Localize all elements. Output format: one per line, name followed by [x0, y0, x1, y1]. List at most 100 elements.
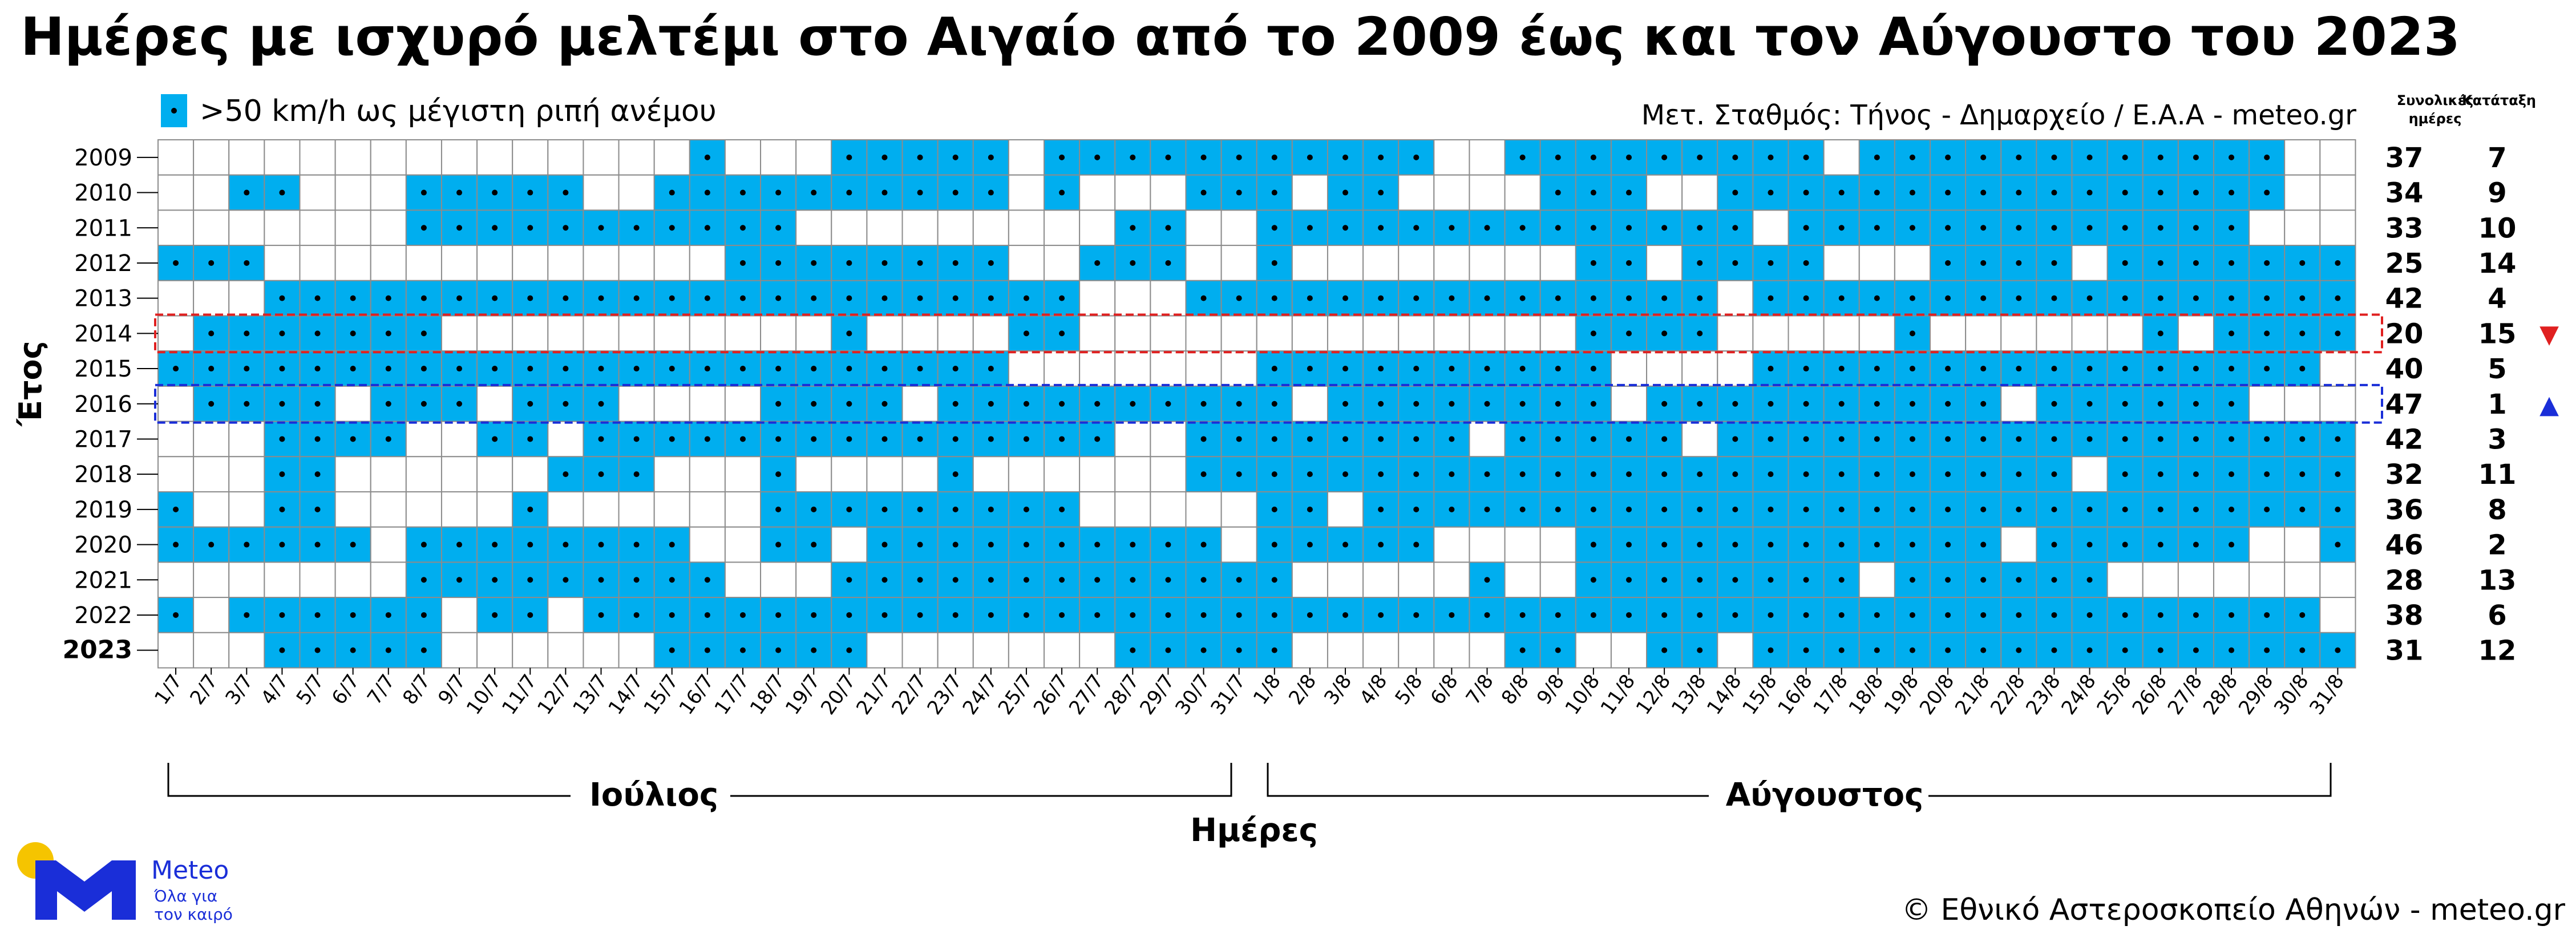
cell-2021-8-8: [1504, 561, 1541, 599]
strong-day-dot: [1059, 295, 1065, 301]
cell-2018-3-7: [228, 456, 265, 492]
strong-day-dot: [2264, 366, 2270, 372]
cell-2015-12-8: [1646, 350, 1683, 387]
strong-day-dot: [2193, 506, 2199, 512]
strong-day-dot: [2051, 471, 2057, 478]
strong-day-dot: [1945, 612, 1951, 618]
day-label-15-8: 15/8: [1738, 670, 1782, 719]
strong-day-dot: [420, 541, 427, 548]
cell-2010-2-7: [193, 174, 230, 211]
strong-day-dot: [1059, 154, 1065, 160]
strong-day-dot: [1697, 506, 1703, 512]
strong-day-dot: [1555, 401, 1561, 407]
cell-2014-20-8: [1930, 315, 1967, 352]
cell-2019-3-8: [1327, 491, 1364, 528]
strong-day-dot: [2016, 577, 2022, 583]
strong-day-dot: [1342, 189, 1349, 196]
strong-day-dot: [314, 647, 321, 653]
strong-day-dot: [1874, 154, 1880, 160]
strong-day-dot: [314, 436, 321, 442]
cell-2016-17-7: [724, 385, 762, 422]
cell-2019-14-7: [618, 491, 655, 528]
day-label-5-7: 5/7: [292, 670, 329, 709]
strong-day-dot: [1697, 260, 1703, 266]
strong-day-dot: [1732, 260, 1738, 266]
strong-day-dot: [1697, 541, 1703, 548]
cell-2023-14-7: [618, 632, 655, 669]
strong-day-dot: [420, 366, 427, 372]
strong-day-dot: [1200, 612, 1207, 618]
cell-2021-2-7: [193, 561, 230, 599]
day-label-28-7: 28/7: [1100, 670, 1144, 719]
strong-day-dot: [1838, 471, 1845, 478]
strong-day-dot: [1059, 577, 1065, 583]
year-label-2013: 2013: [74, 286, 132, 312]
cell-2013-28-7: [1114, 280, 1151, 317]
strong-day-dot: [1768, 577, 1774, 583]
total-days-header-line2: ημέρες: [2409, 111, 2462, 127]
strong-day-dot: [385, 295, 391, 301]
strong-day-dot: [1697, 612, 1703, 618]
strong-day-dot: [1449, 471, 1455, 478]
day-label-16-7: 16/7: [675, 670, 719, 719]
strong-day-dot: [2335, 330, 2341, 337]
strong-day-dot: [2264, 154, 2270, 160]
day-label-27-8: 27/8: [2163, 670, 2207, 719]
cell-2015-25-7: [1008, 350, 1045, 387]
strong-day-dot: [2335, 471, 2341, 478]
strong-day-dot: [952, 541, 959, 548]
strong-day-dot: [420, 401, 427, 407]
strong-day-dot: [1271, 506, 1277, 512]
strong-day-dot: [563, 295, 569, 301]
cell-2014-5-8: [1398, 315, 1435, 352]
day-label-22-8: 22/8: [1986, 670, 2030, 719]
cell-2009-3-7: [228, 139, 265, 176]
day-label-3-8: 3/8: [1320, 670, 1356, 709]
cell-2010-2-8: [1291, 174, 1328, 211]
strong-day-dot: [244, 189, 250, 196]
strong-day-dot: [881, 577, 888, 583]
cell-2014-16-7: [689, 315, 726, 352]
cell-2023-14-8: [1717, 632, 1754, 669]
cell-2012-14-7: [618, 245, 655, 281]
cell-2014-10-7: [476, 315, 513, 352]
total-days-2011: 33: [2385, 212, 2424, 244]
strong-day-dot: [527, 577, 533, 583]
strong-day-dot: [598, 366, 604, 372]
rank-header: Κατάταξη: [2462, 92, 2536, 108]
cell-2019-29-7: [1150, 491, 1187, 528]
strong-day-dot: [314, 330, 321, 337]
cell-2014-8-8: [1504, 315, 1541, 352]
strong-day-dot: [952, 366, 959, 372]
strong-day-dot: [2051, 612, 2057, 618]
strong-day-dot: [1378, 295, 1384, 301]
strong-day-dot: [2157, 260, 2163, 266]
cell-2009-15-7: [653, 139, 690, 176]
strong-day-dot: [1909, 401, 1915, 407]
strong-day-dot: [1661, 295, 1668, 301]
strong-day-dot: [350, 330, 356, 337]
rank-2013: 4: [2488, 283, 2506, 315]
strong-day-dot: [1909, 577, 1915, 583]
strong-day-dot: [2086, 647, 2093, 653]
cell-2016-11-8: [1610, 385, 1648, 422]
strong-day-dot: [1200, 295, 1207, 301]
cell-2019-28-7: [1114, 491, 1151, 528]
strong-day-dot: [1838, 366, 1845, 372]
strong-day-dot: [1874, 401, 1880, 407]
strong-day-dot: [1307, 612, 1313, 618]
cell-2014-28-7: [1114, 315, 1151, 352]
strong-day-dot: [1590, 295, 1596, 301]
strong-day-dot: [669, 295, 675, 301]
strong-day-dot: [811, 401, 817, 407]
cell-2018-21-7: [866, 456, 903, 492]
day-label-24-7: 24/7: [959, 670, 1002, 719]
strong-day-dot: [2122, 225, 2128, 231]
strong-day-dot: [1768, 436, 1774, 442]
strong-day-dot: [1342, 154, 1349, 160]
cell-2014-30-7: [1185, 315, 1222, 352]
strong-day-dot: [2016, 295, 2022, 301]
strong-day-dot: [173, 260, 179, 266]
strong-day-dot: [2122, 541, 2128, 548]
cell-2021-4-8: [1362, 561, 1400, 599]
